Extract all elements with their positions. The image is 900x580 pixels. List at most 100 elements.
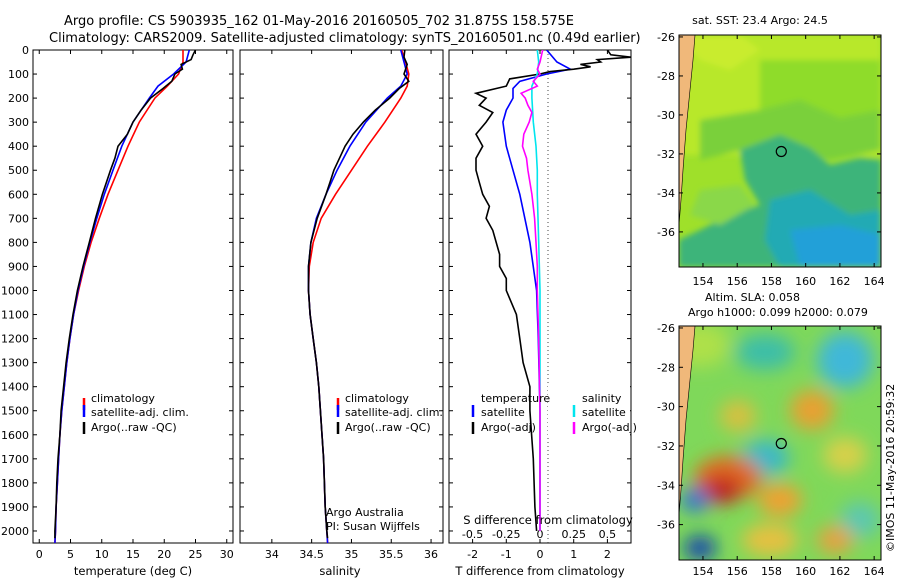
legend-satellite: satellite-adj. clim. xyxy=(91,406,189,419)
depth-tick-label: 300 xyxy=(8,116,29,129)
s-difference-label: S difference from climatology xyxy=(463,513,633,527)
salinity-legend: climatology satellite-adj. clim. Argo(..… xyxy=(336,392,443,434)
imos-stamp: ©IMOS 11-May-2016 20:59:32 xyxy=(884,384,897,552)
legend-bg xyxy=(548,384,630,436)
sla-map-ticks: 154 156 158 160 162 164 -26 -28 -30 -32 -34 -36 xyxy=(657,322,885,578)
depth-tick-label: 1500 xyxy=(1,405,29,418)
salinity-lines xyxy=(307,50,410,543)
depth-tick-label: 400 xyxy=(8,140,29,153)
salinity-ticks: 34 34.5 35 35.5 36 xyxy=(265,50,438,561)
sla-map-frame xyxy=(678,325,882,561)
argo-location-marker xyxy=(775,437,787,450)
latitude-tick-label: -32 xyxy=(657,148,675,161)
longitude-tick-label: 164 xyxy=(864,275,885,288)
depth-tick-label: 1400 xyxy=(1,381,29,394)
depth-tick-label: 1200 xyxy=(1,333,29,346)
t-difference-ticks: -2 -1 0 1 2 xyxy=(467,539,611,561)
t-difference-label: T difference from climatology xyxy=(454,564,625,578)
depth-tick-label: 0 xyxy=(22,44,29,57)
temperature-tick-label: 0 xyxy=(36,548,43,561)
sst-map-title: sat. SST: 23.4 Argo: 24.5 xyxy=(692,14,828,27)
longitude-tick-label: 164 xyxy=(864,565,885,578)
depth-tick-label: 1300 xyxy=(1,357,29,370)
difference-legend: temperature satellite Argo(-adj) salinit… xyxy=(471,384,637,436)
temperature-tick-label: 5 xyxy=(67,548,74,561)
legend-temperature-title: temperature xyxy=(481,392,550,405)
temperature-lines xyxy=(54,50,197,543)
depth-tick-label: 100 xyxy=(8,68,29,81)
sst-map-ticks: 154 156 158 160 162 164 -26 -28 -30 -32 -34 -36 xyxy=(657,31,885,288)
t-difference-tick-label: -2 xyxy=(467,548,478,561)
longitude-tick-label: 158 xyxy=(761,565,782,578)
depth-tick-label: 500 xyxy=(8,164,29,177)
longitude-tick-label: 160 xyxy=(795,275,816,288)
difference-series-s-satellite xyxy=(531,50,541,531)
s-difference-tick-label: -0.25 xyxy=(492,528,520,541)
note-argo-australia: Argo Australia xyxy=(326,506,404,519)
depth-tick-label: 1000 xyxy=(1,284,29,297)
temperature-tick-label: 30 xyxy=(220,548,234,561)
depth-tick-label: 1600 xyxy=(1,429,29,442)
longitude-tick-label: 162 xyxy=(829,565,850,578)
sst-field xyxy=(679,35,881,267)
salinity-tick-label: 34 xyxy=(265,548,279,561)
temperature-axes-box xyxy=(32,49,234,544)
latitude-tick-label: -28 xyxy=(657,361,675,374)
t-difference-tick-label: 2 xyxy=(604,548,611,561)
depth-tick-label: 200 xyxy=(8,92,29,105)
salinity-xlabel: salinity xyxy=(319,564,360,578)
header-line1: Argo profile: CS 5903935_162 01-May-2016… xyxy=(64,14,574,29)
sla-map-subtitle: Argo h1000: 0.099 h2000: 0.079 xyxy=(688,306,868,319)
legend-argo: Argo(..raw -QC) xyxy=(91,421,177,434)
t-difference-tick-label: 1 xyxy=(570,548,577,561)
depth-tick-label: 1800 xyxy=(1,477,29,490)
sla-map: Altim. SLA: 0.058 Argo h1000: 0.099 h200… xyxy=(657,291,885,578)
difference-lines xyxy=(473,50,631,532)
difference-panel: -2 -1 0 1 2 -0.5 -0.25 0 0.25 0.5 temperature sa… xyxy=(448,49,637,578)
depth-tick-label: 600 xyxy=(8,188,29,201)
legend-argo: Argo(..raw -QC) xyxy=(345,421,431,434)
longitude-tick-label: 156 xyxy=(727,565,748,578)
latitude-tick-label: -26 xyxy=(657,31,675,44)
latitude-tick-label: -34 xyxy=(657,479,675,492)
t-difference-tick-label: 0 xyxy=(537,548,544,561)
difference-series-s-argo xyxy=(519,50,544,531)
sst-map-frame xyxy=(678,34,882,268)
temperature-ticks: 0 5 10 15 20 25 30 xyxy=(36,50,234,561)
longitude-tick-label: 162 xyxy=(829,275,850,288)
latitude-tick-label: -34 xyxy=(657,187,675,200)
t-difference-tick-label: -1 xyxy=(501,548,512,561)
salinity-tick-label: 34.5 xyxy=(299,548,324,561)
depth-tick-label: 800 xyxy=(8,236,29,249)
depth-tick-label: 1100 xyxy=(1,309,29,322)
salinity-series-argo xyxy=(307,50,410,539)
temperature-tick-label: 15 xyxy=(126,548,140,561)
s-difference-tick-label: -0.5 xyxy=(462,528,483,541)
legend-s-argo: Argo(-adj) xyxy=(582,421,637,434)
legend-salinity-title: salinity xyxy=(582,392,622,405)
salinity-depth-ticks xyxy=(240,49,443,532)
latitude-tick-label: -30 xyxy=(657,401,675,414)
latitude-tick-label: -30 xyxy=(657,109,675,122)
depth-tick-label: 700 xyxy=(8,212,29,225)
longitude-tick-label: 158 xyxy=(761,275,782,288)
argo-location-marker xyxy=(775,145,787,158)
depth-ticks: 0 100 200 300 400 500 600 700 800 900 1000 1100 1200… xyxy=(1,44,233,538)
depth-tick-label: 900 xyxy=(8,260,29,273)
sla-coastline xyxy=(679,326,696,516)
temperature-xlabel: temperature (deg C) xyxy=(74,564,192,578)
depth-tick-label: 1900 xyxy=(1,501,29,514)
header-line2: Climatology: CARS2009. Satellite-adjuste… xyxy=(49,31,641,46)
difference-series-t-argo xyxy=(473,50,631,532)
longitude-tick-label: 154 xyxy=(692,275,713,288)
legend-satellite: satellite-adj. clim. xyxy=(345,406,443,419)
salinity-panel: 34 34.5 35 35.5 36 climatology satellite-adj… xyxy=(239,49,444,578)
s-difference-tick-label: 0 xyxy=(537,528,544,541)
salinity-axes-box xyxy=(239,49,444,544)
temperature-series-argo xyxy=(54,50,197,539)
difference-depth-ticks xyxy=(449,49,631,532)
depth-tick-label: 1700 xyxy=(1,453,29,466)
latitude-tick-label: -36 xyxy=(657,519,675,532)
legend-s-satellite: satellite xyxy=(582,406,626,419)
